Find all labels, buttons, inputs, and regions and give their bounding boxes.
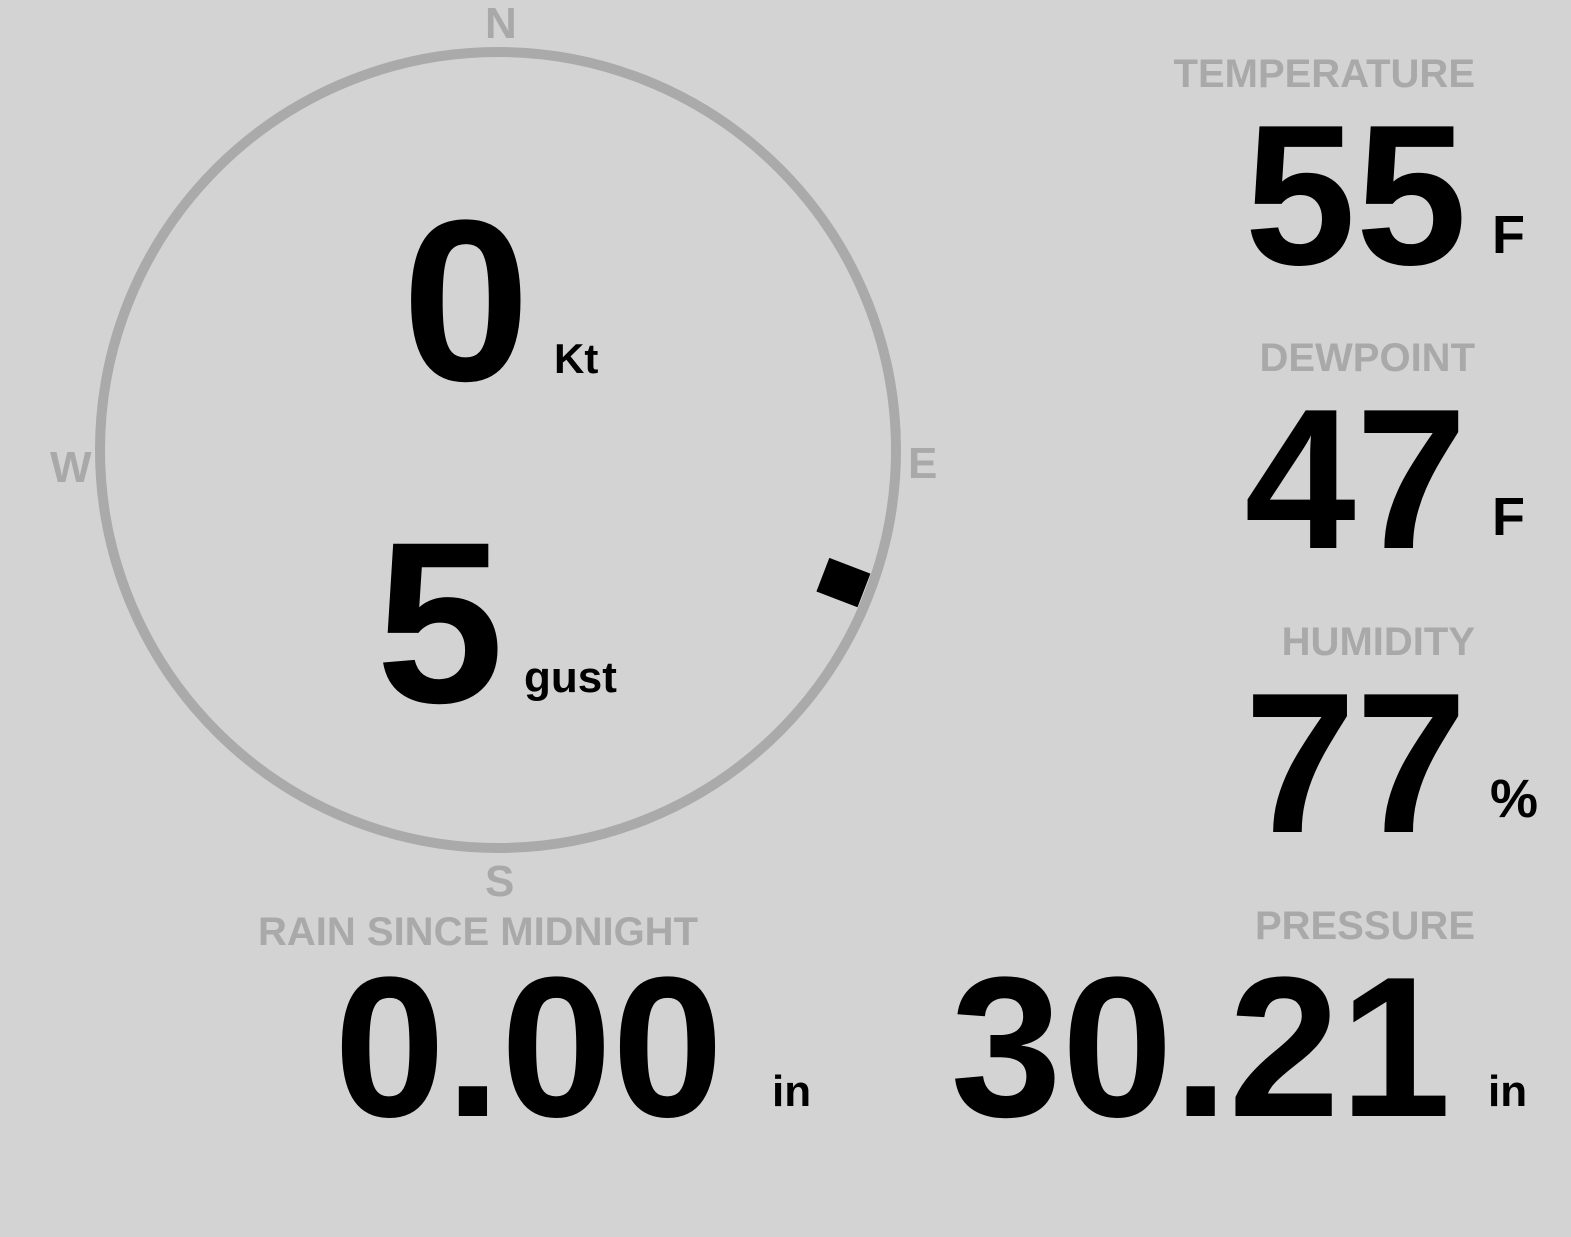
- compass-south: S: [485, 857, 515, 906]
- wind-direction-needle: [816, 557, 871, 608]
- wind-gust-unit: gust: [524, 653, 617, 702]
- humidity-value: 77: [1244, 652, 1467, 875]
- pressure-value: 30.21: [950, 936, 1452, 1159]
- pressure-label: PRESSURE: [1254, 904, 1475, 948]
- compass-west: W: [50, 443, 92, 492]
- temperature-label: TEMPERATURE: [1173, 52, 1475, 96]
- humidity-label: HUMIDITY: [1281, 620, 1475, 664]
- dewpoint-unit: F: [1492, 487, 1525, 547]
- compass-north: N: [485, 0, 517, 48]
- rain-value: 0.00: [334, 936, 724, 1159]
- rain-label: RAIN SINCE MIDNIGHT: [258, 910, 698, 954]
- pressure-unit: in: [1488, 1067, 1528, 1116]
- temperature-unit: F: [1492, 205, 1525, 265]
- wind-speed-unit: Kt: [554, 335, 599, 382]
- wind-gust-value: 5: [376, 494, 504, 751]
- wind-compass: [95, 47, 901, 853]
- dewpoint-value: 47: [1244, 368, 1467, 591]
- dewpoint-label: DEWPOINT: [1259, 336, 1475, 380]
- humidity-unit: %: [1490, 769, 1539, 829]
- compass-ring: [95, 47, 901, 853]
- wind-speed-value: 0: [402, 172, 530, 429]
- compass-east: E: [908, 439, 938, 488]
- rain-unit: in: [772, 1067, 812, 1116]
- temperature-value: 55: [1244, 84, 1467, 307]
